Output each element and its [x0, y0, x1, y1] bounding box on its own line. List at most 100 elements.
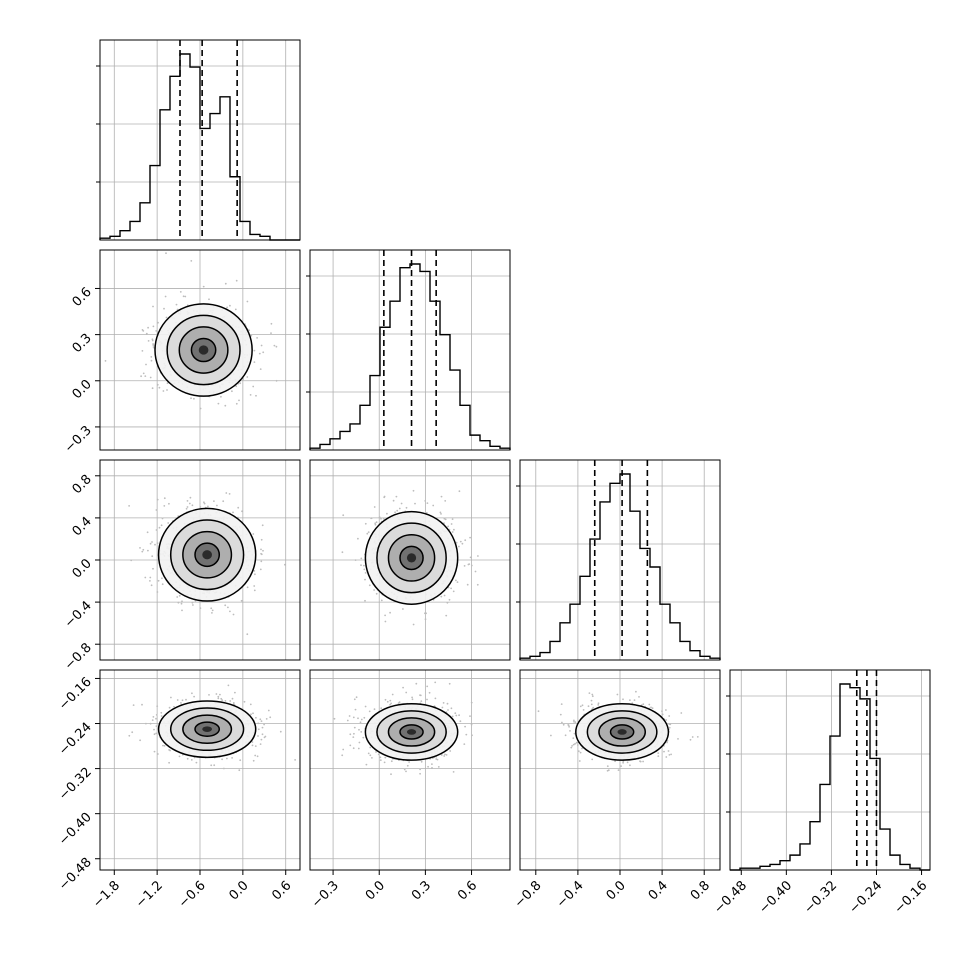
scatter-point [147, 340, 150, 342]
scatter-point [259, 718, 262, 721]
scatter-point [235, 402, 238, 405]
scatter-point [573, 720, 575, 723]
scatter-point [178, 755, 181, 758]
scatter-point [394, 511, 396, 514]
scatter-point [158, 386, 161, 389]
scatter-point [353, 698, 356, 701]
scatter-point [559, 713, 562, 716]
scatter-point [614, 760, 616, 763]
scatter-point [450, 523, 453, 525]
contour-line [376, 710, 447, 754]
scatter-point [411, 696, 413, 699]
scatter-point [203, 502, 206, 505]
scatter-point [435, 758, 438, 760]
scatter-point [567, 724, 570, 727]
scatter-point [470, 723, 473, 726]
scatter-point [162, 744, 164, 747]
scatter-point [591, 758, 594, 761]
scatter-point [364, 599, 366, 602]
scatter-point [359, 721, 362, 724]
scatter-point [163, 505, 166, 507]
scatter-point [189, 496, 192, 499]
scatter-point [261, 524, 264, 527]
scatter-point [257, 722, 260, 725]
scatter-point [378, 516, 381, 519]
scatter-point [222, 500, 225, 503]
scatter-point [469, 536, 471, 539]
scatter-point [253, 361, 256, 363]
scatter-point [638, 696, 640, 698]
y-tick-label-p4: −0.48 [56, 855, 95, 894]
scatter-point [447, 709, 449, 711]
panel-p1-p1 [96, 39, 301, 241]
scatter-point [235, 385, 238, 388]
contour-line [157, 507, 257, 602]
scatter-point [358, 728, 360, 731]
scatter-point [400, 502, 403, 505]
scatter-point [661, 713, 664, 716]
scatter-point [128, 734, 131, 737]
density-level [202, 726, 212, 732]
contour-line [598, 717, 647, 747]
scatter-point [175, 303, 178, 306]
scatter-point [232, 702, 235, 704]
scatter-point [573, 732, 576, 735]
scatter-point [237, 506, 240, 509]
scatter-point [689, 738, 692, 741]
panel-p3-p3 [516, 459, 721, 661]
scatter-point [437, 766, 440, 768]
scatter-point [440, 595, 443, 598]
scatter-point [635, 690, 637, 693]
scatter-point [251, 741, 254, 743]
x-tick-label-p2: 0.0 [363, 878, 388, 903]
scatter-point [341, 551, 344, 554]
scatter-point [181, 699, 184, 702]
scatter-point [156, 498, 159, 501]
y-tick-label-p2: 0.3 [70, 331, 95, 356]
scatter-point [384, 620, 387, 623]
scatter-point [352, 736, 355, 738]
scatter-point [231, 757, 234, 759]
scatter-point [141, 350, 144, 352]
scatter-point [153, 750, 156, 753]
scatter-point [264, 735, 267, 738]
scatter-point [207, 505, 209, 508]
scatter-point [235, 279, 238, 282]
y-tick-label-p3: 0.0 [70, 556, 95, 581]
scatter-point [375, 592, 378, 595]
scatter-point [168, 502, 170, 505]
scatter-point [383, 761, 386, 764]
scatter-point [145, 722, 147, 725]
scatter-point [152, 305, 154, 308]
scatter-point [241, 510, 243, 513]
scatter-point [667, 750, 670, 752]
scatter-point [431, 767, 433, 769]
scatter-point [366, 532, 369, 535]
scatter-point [149, 542, 152, 545]
x-tick-label-p4: −0.16 [892, 878, 931, 917]
scatter-point [373, 589, 375, 591]
scatter-point [574, 742, 576, 745]
scatter-point [569, 730, 571, 732]
scatter-point [426, 685, 429, 688]
scatter-point [373, 708, 376, 711]
scatter-point [168, 761, 171, 764]
scatter-point [382, 517, 385, 520]
scatter-point [368, 710, 371, 713]
scatter-point [225, 492, 228, 494]
scatter-point [459, 720, 462, 723]
scatter-point [363, 568, 366, 571]
scatter-point [537, 710, 540, 713]
scatter-point [587, 705, 590, 708]
scatter-point [150, 584, 153, 587]
scatter-point [379, 759, 382, 761]
scatter-point [572, 737, 575, 739]
scatter-point [226, 757, 228, 760]
scatter-point [153, 733, 156, 736]
scatter-point [262, 549, 264, 552]
scatter-point [156, 383, 159, 386]
contour-line [182, 714, 233, 744]
scatter-point [130, 559, 133, 562]
scatter-point [424, 618, 427, 621]
scatter-point [650, 706, 652, 709]
